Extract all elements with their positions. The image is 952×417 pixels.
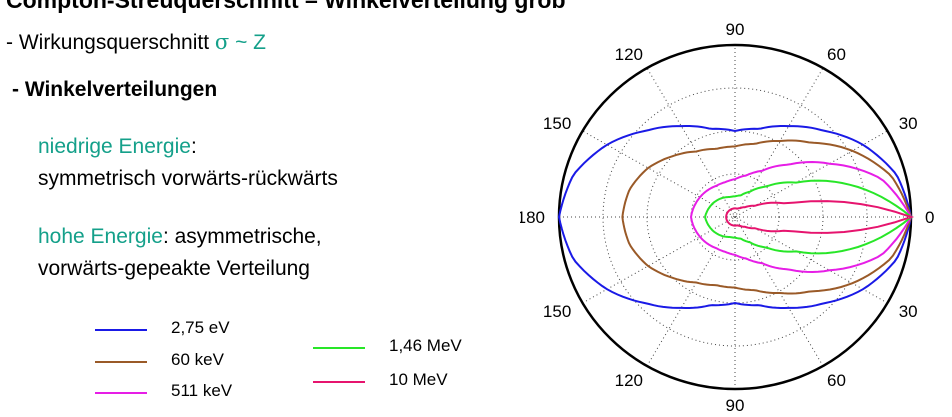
legend-swatch [95,329,147,331]
legend-label: 10 MeV [389,370,448,389]
legend-label: 60 keV [171,350,224,369]
polar-curves [557,125,915,309]
series-curve-0 [557,125,913,309]
series-curve-3 [704,179,913,255]
angle-tick-labels: 0 30 60 90 120 150 180 30 60 90 120 150 [520,20,934,415]
series-curve-2 [689,160,913,274]
high-energy-description: vorwärts-gepeakte Verteilung [38,257,310,280]
angle-tick-lower-120: 120 [615,371,643,390]
angle-tick-lower-60: 60 [827,371,846,390]
formula-rest: ~ Z [229,31,267,54]
legend-swatch [95,361,147,363]
grid-spoke [646,67,824,367]
high-energy-heading: hohe Energie: asymmetrische, [38,225,322,249]
slide-title-partial: Compton-Streuquerschnitt – Winkelverteil… [6,0,566,13]
angle-tick-lower-150: 150 [543,302,571,321]
legend-swatch [313,347,365,349]
sigma-symbol: σ [214,30,230,54]
high-energy-rest: : asymmetrische, [162,225,322,248]
bullet-angular-distributions: - Winkelverteilungen [12,78,218,101]
polar-grid [557,43,913,391]
legend-swatch [313,381,365,383]
angle-tick-lower-30: 30 [899,302,918,321]
angle-tick-upper-30: 30 [899,114,918,133]
high-energy-label: hohe Energie [38,225,163,248]
bullet-cross-section: - Wirkungsquerschnitt σ ~ Z [6,30,266,55]
legend-label: 2,75 eV [171,318,230,337]
series-curve-4 [725,200,915,234]
angle-tick-lower-90: 90 [726,396,745,415]
legend-label: 511 keV [171,381,233,400]
angle-tick-upper-120: 120 [615,45,643,64]
angle-tick-upper-90: 90 [726,20,745,39]
grid-spoke [646,67,824,367]
low-energy-colon: : [190,135,197,158]
low-energy-heading: niedrige Energie: [38,135,197,159]
angle-tick-upper-60: 60 [827,45,846,64]
bullet-cross-section-prefix: - Wirkungsquerschnitt [6,31,215,54]
legend-swatch [95,392,147,394]
legend-label: 1,46 MeV [389,336,462,355]
series-curve-1 [621,139,913,295]
low-energy-label: niedrige Energie [38,135,191,158]
low-energy-description: symmetrisch vorwärts-rückwärts [38,167,338,190]
polar-chart: 0 30 60 90 120 150 180 30 60 90 120 150 [520,20,934,415]
angle-tick-upper-180: 180 [520,208,545,227]
angle-tick-upper-0: 0 [925,208,934,227]
angle-tick-upper-150: 150 [543,114,571,133]
